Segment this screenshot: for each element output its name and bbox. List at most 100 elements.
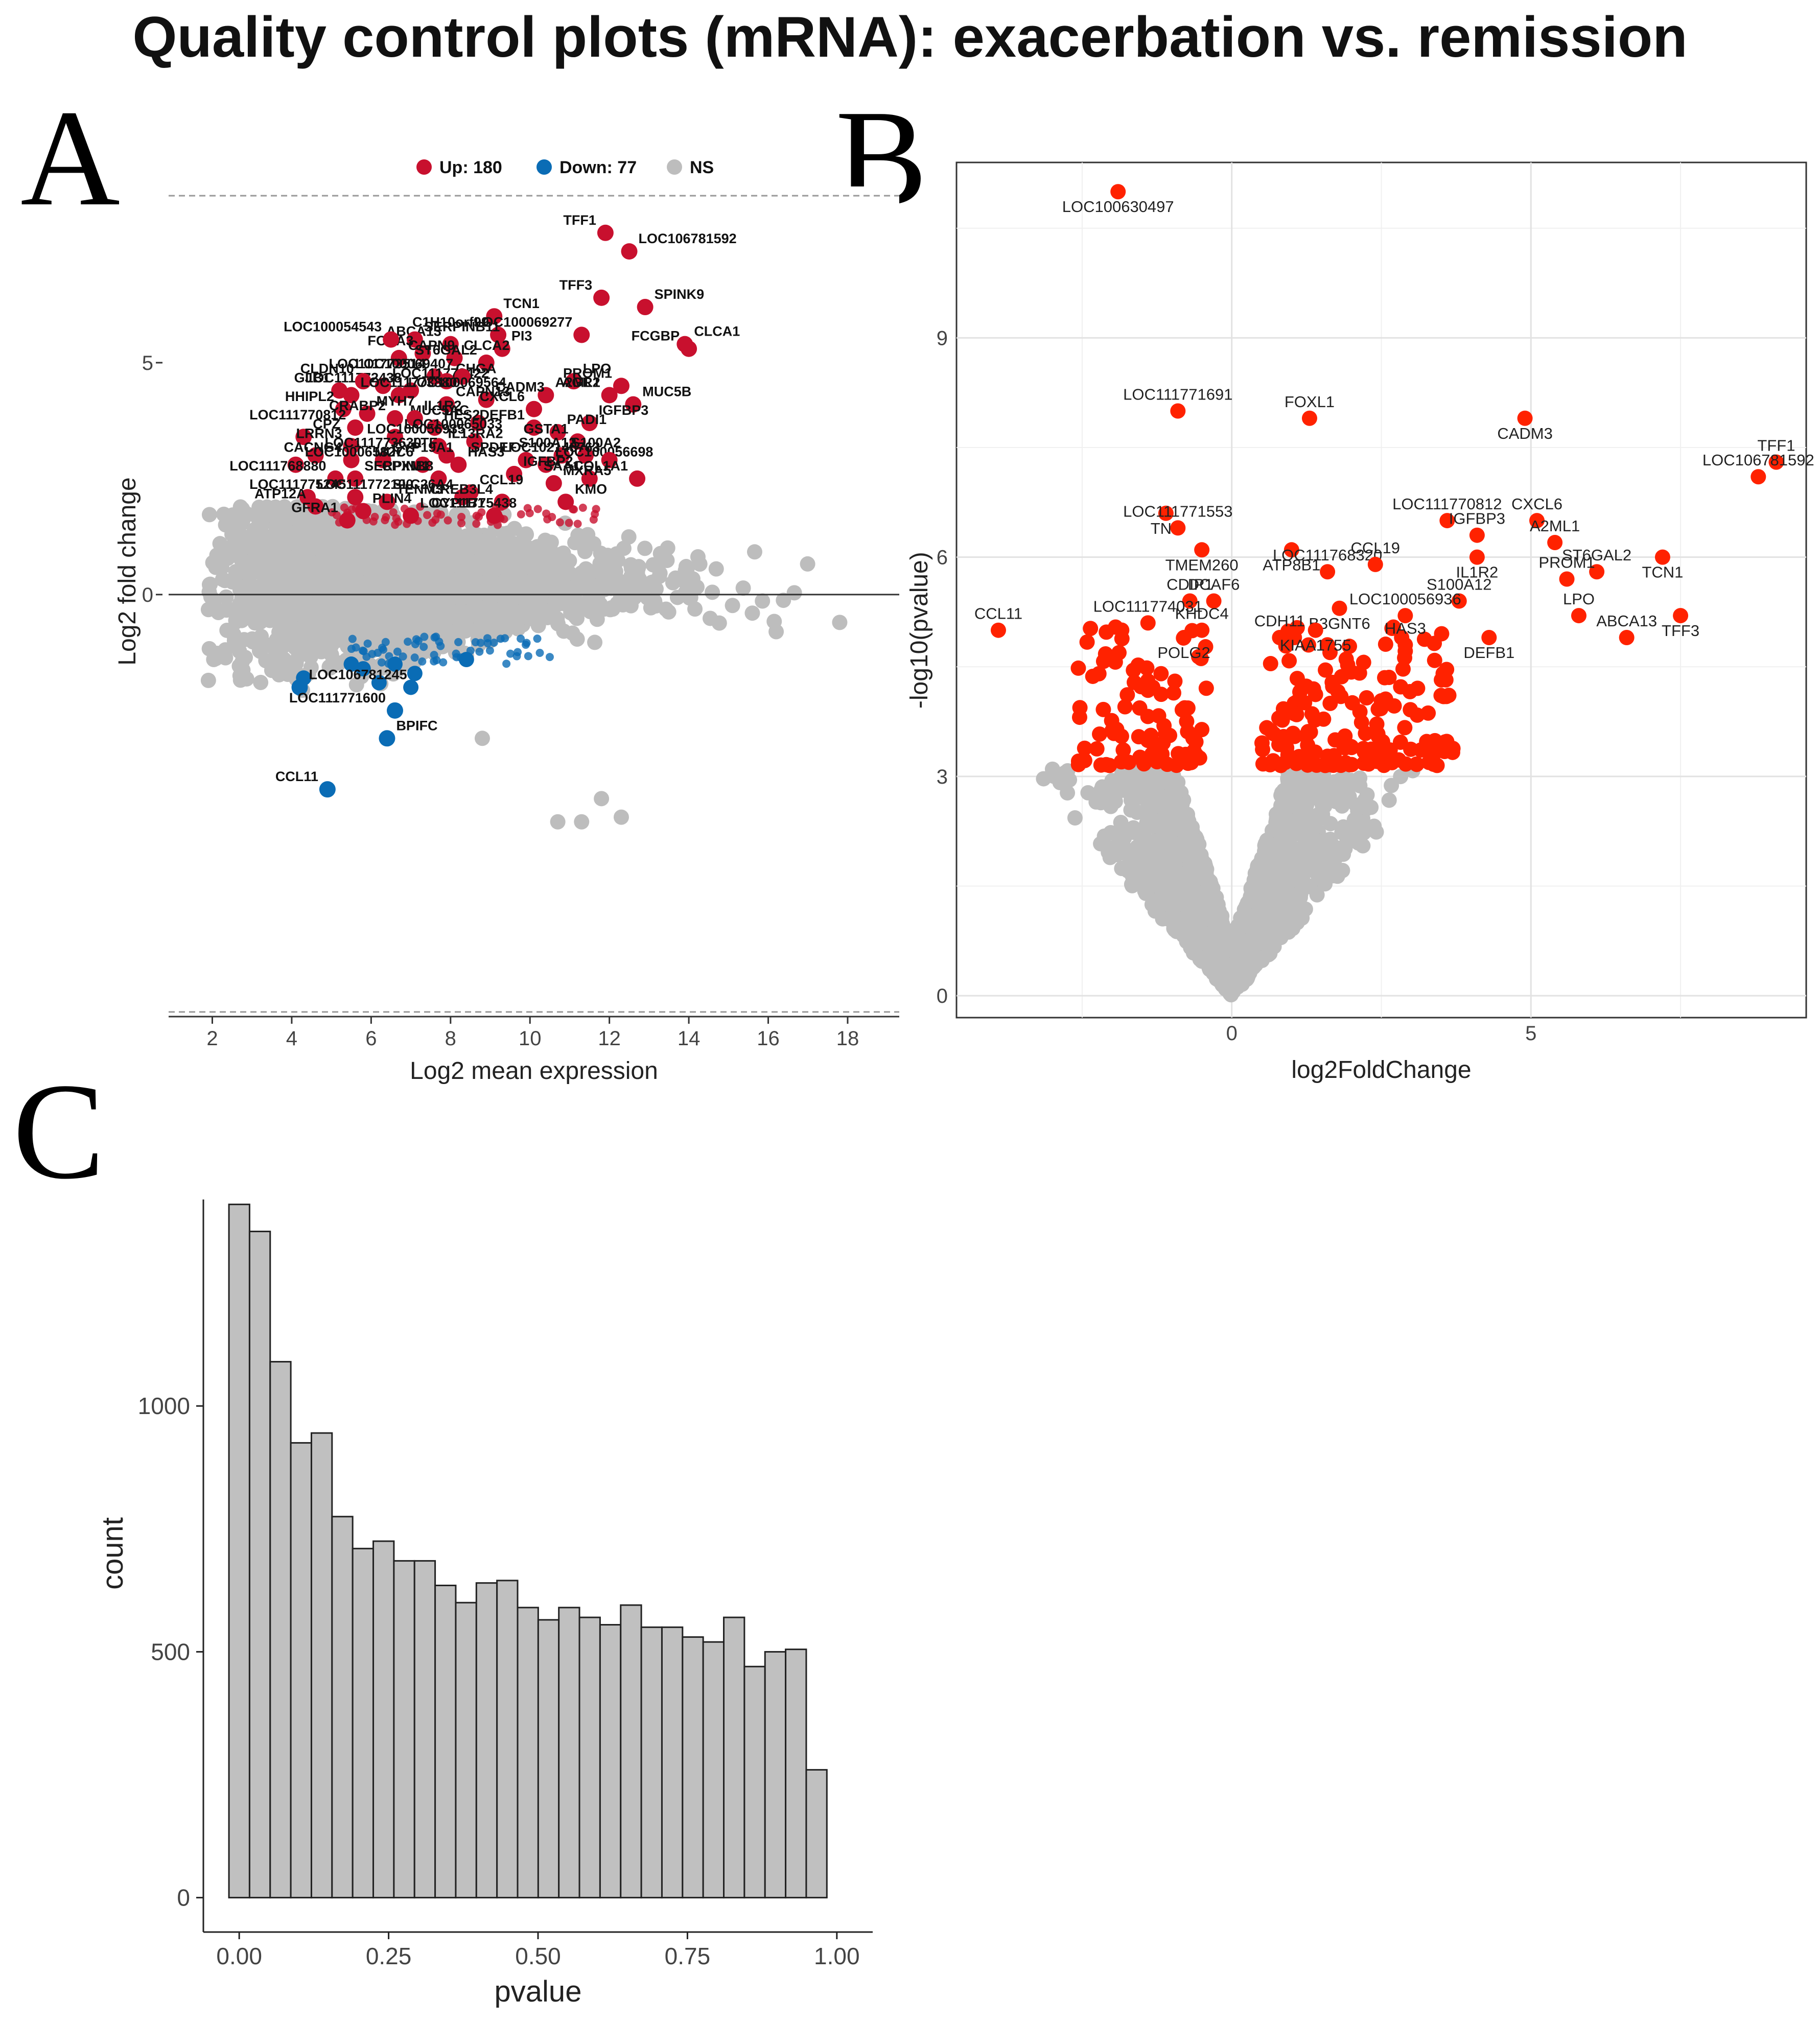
ma-gene-text: LOC111772100 (317, 477, 413, 492)
ma-gene-label-defb1: DEFB1 (479, 407, 542, 436)
ma-gene-text: TCN1 (503, 296, 540, 311)
ma-gene-text: LOC100069564 (408, 375, 506, 390)
legend-marker-down (536, 159, 552, 175)
ma-x-tick-label: 8 (445, 1027, 456, 1050)
volcano-gene-label-ccl11: CCL11 (974, 605, 1022, 638)
ma-gene-label-muc6: MUC6 (375, 444, 431, 473)
ma-gene-label-loc106781245: LOC106781245 (291, 667, 407, 696)
ma-gene-label-tcn1: TCN1 (486, 296, 540, 325)
histogram-bar (661, 1626, 684, 1899)
ma-point (569, 433, 586, 450)
ma-gene-text: CLCA1 (694, 324, 740, 339)
volcano-point (1397, 637, 1413, 653)
ma-gene-text: CXCL6 (479, 389, 525, 404)
ma-down-point (403, 679, 419, 695)
ma-gene-label-pi3: PI3 (494, 328, 532, 357)
ma-gene-text: A2ML1 (555, 375, 600, 390)
ma-point (478, 391, 495, 408)
ma-gene-label-capn9: CAPN9 (390, 338, 455, 366)
ma-gene-text: CPZ (313, 416, 340, 432)
ma-gene-label-slc26a4: SLC26A4 (393, 477, 471, 506)
ma-gene-text: FCGBP (632, 328, 680, 344)
ma-down-point (355, 661, 371, 677)
ma-gene-text: IGFBP2 (523, 454, 573, 469)
ma-gene-text: BPIFC (396, 718, 437, 733)
histogram-bar (764, 1651, 787, 1899)
volcano-gene-text: S100A12 (1427, 575, 1492, 593)
histogram-y-axis-title: count (96, 1517, 129, 1590)
ma-gene-text: LOC111773514 (329, 356, 426, 371)
ma-point (347, 470, 364, 487)
histogram-y-tick-label: 1000 (138, 1393, 190, 1419)
volcano-gene-text: KIAA1755 (1280, 637, 1351, 654)
ma-y-axis-title: Log2 fold change (114, 477, 141, 665)
ma-gene-label-tff3: TFF3 (559, 277, 610, 306)
ma-gene-label-capn13: CAPN13 (438, 384, 510, 413)
histogram-bar (682, 1636, 704, 1899)
ma-gene-label-has3: HAS3 (450, 444, 504, 473)
ma-point (518, 452, 534, 468)
volcano-gene-text: TFF3 (1662, 622, 1699, 640)
histogram-bar (290, 1442, 312, 1899)
ma-down-point (371, 675, 387, 691)
ma-down-point (407, 666, 423, 681)
ma-gene-text: MUC5B (642, 384, 691, 399)
ma-gene-label-cyp1b1: CYP1B1 (431, 496, 503, 524)
ma-point (581, 414, 598, 431)
volcano-gene-label-kiaa1755: KIAA1755 (1280, 622, 1351, 654)
ma-x-tick-label: 16 (757, 1027, 780, 1050)
ma-gene-label-spink9: SPINK9 (637, 287, 704, 316)
ma-gene-text: CPXM1 (382, 458, 429, 474)
volcano-point (1301, 410, 1317, 426)
ma-point (359, 405, 376, 422)
volcano-gene-label-s100a12: S100A12 (1427, 575, 1492, 609)
ma-point (446, 349, 463, 366)
ma-gene-label-cpz: CPZ (295, 416, 340, 445)
histogram-bar (599, 1623, 622, 1899)
ma-gene-text: CLCA2 (464, 338, 510, 353)
ma-point (386, 410, 403, 427)
ma-gene-label-loc100069407: LOC100069407 (355, 356, 471, 385)
ma-gene-label-muc5b: MUC5B (625, 384, 691, 413)
volcano-gene-label-defb1: DEFB1 (1463, 630, 1514, 662)
ma-down-point (387, 656, 403, 672)
ma-gene-label-igfbp3: IGFBP3 (581, 403, 648, 431)
histogram-bar (455, 1602, 477, 1899)
ma-gene-label-loc111770812: LOC111770812 (249, 407, 364, 436)
ma-point (478, 354, 495, 371)
volcano-gene-text: CXCL6 (1511, 495, 1562, 513)
ma-gene-label-loc100069564: LOC100069564 (390, 375, 506, 404)
volcano-gene-text: ABCA13 (1596, 612, 1657, 630)
histogram-bar (310, 1432, 333, 1899)
ma-point (386, 702, 403, 719)
ma-point (494, 493, 510, 510)
ma-gene-text: LOC111768880 (229, 458, 326, 474)
histogram-bar (372, 1540, 395, 1899)
ma-gene-label-kmo: KMO (557, 481, 607, 510)
ma-point (450, 456, 467, 473)
ma-point (343, 387, 360, 404)
volcano-point (1206, 593, 1222, 609)
volcano-point (1469, 549, 1485, 565)
ma-gene-label-gjb1: GJB1 (294, 370, 348, 399)
ma-gene-text: ATP12A (254, 486, 307, 501)
ma-gene-label-bpifc: BPIFC (379, 718, 437, 747)
ma-legend: Up: 180 Down: 77 NS (416, 158, 714, 177)
ma-gene-label-plin4: PLIN4 (355, 490, 411, 520)
ma-point (538, 456, 554, 473)
volcano-gene-text: HAS3 (1385, 619, 1426, 637)
ma-gene-text: LOC100069277 (474, 315, 572, 330)
legend-label-down: Down: 77 (559, 158, 637, 177)
volcano-gene-label-cdip1: CDIP1 (1166, 575, 1213, 609)
volcano-point (1320, 564, 1336, 580)
ma-gene-label-cadm3: CADM3 (478, 380, 545, 408)
volcano-gene-text: CDIP1 (1166, 575, 1213, 593)
ma-gene-text: LPO (583, 361, 612, 376)
ma-gene-text: PADI1 (567, 412, 607, 427)
ma-gene-label-creb3l4: CREB3L4 (430, 481, 510, 510)
ma-ns-points (200, 499, 848, 830)
volcano-gene-text: TFF1 (1757, 437, 1795, 455)
volcano-gene-label-ccl19: CCL19 (1351, 539, 1400, 572)
ma-gene-label-loc100056935: LOC100056935 (367, 421, 483, 450)
ma-x-tick-label: 12 (598, 1027, 621, 1050)
